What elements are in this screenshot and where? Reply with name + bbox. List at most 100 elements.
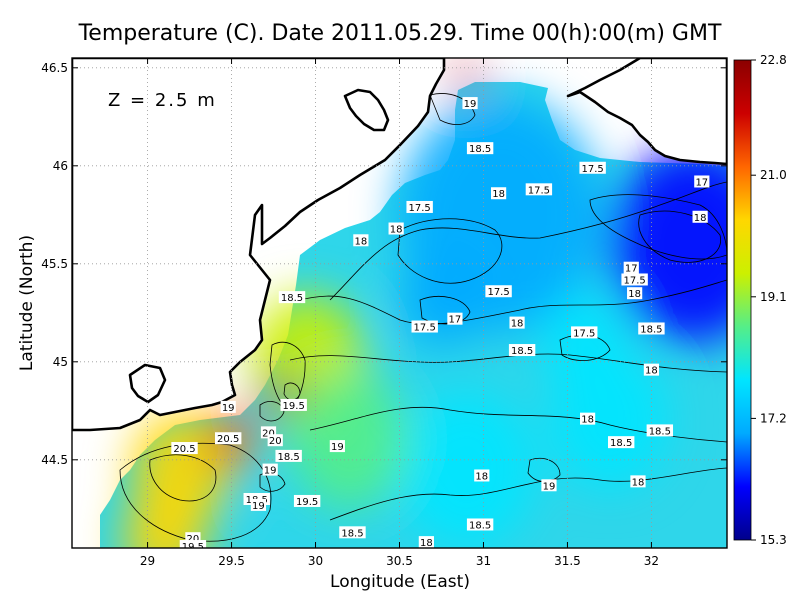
contour-label-text: 20.5: [217, 434, 239, 445]
x-tick-label: 31.5: [554, 554, 581, 568]
contour-label-bg: [490, 187, 507, 200]
contour-label: 18.5: [466, 142, 494, 155]
contour-label: 18: [490, 187, 507, 200]
contour-line: [149, 454, 217, 502]
contour-label-bg: [525, 183, 553, 196]
contour-label-text: 19: [331, 442, 344, 453]
contour-label-text: 19: [252, 501, 265, 512]
contour-label-text: 18: [492, 189, 505, 200]
contour-label-text: 19.5: [182, 542, 204, 553]
contour-label-text: 18: [420, 538, 433, 549]
contour-label-bg: [621, 273, 648, 286]
colorbar: 22.8 21.0 19.1 17.2 15.3: [733, 53, 787, 547]
contour-label-text: 18.5: [610, 438, 632, 449]
contour-label: 17.5: [571, 326, 598, 339]
contour-label-text: 18.5: [341, 528, 363, 539]
contour-line: [589, 194, 727, 260]
grid: [72, 58, 727, 548]
y-axis-ticks: 44.5 45 45.5 46 46.5: [41, 61, 727, 467]
contour-label-text: 17.5: [414, 323, 436, 334]
contour-label: 19: [220, 400, 236, 414]
contour-label: 18.5: [508, 344, 536, 357]
contour-label: 17.5: [579, 161, 606, 175]
contour-label: 17: [447, 312, 463, 326]
y-axis-label: Latitude (North): [17, 235, 37, 371]
contour-label: 17: [694, 175, 710, 188]
contour-label-bg: [466, 142, 494, 155]
colorbar-tick-label: 19.1: [760, 290, 787, 304]
contour-label-bg: [509, 316, 525, 329]
contour-label-bg: [278, 291, 306, 304]
contour-label-text: 18.5: [640, 324, 662, 335]
contour-label-text: 20.5: [173, 444, 195, 455]
land-mass: [72, 58, 446, 432]
contour-label: 18: [643, 363, 660, 377]
contour-label: 18: [630, 475, 646, 488]
contour-line: [397, 218, 503, 284]
contour-label-bg: [388, 222, 404, 235]
contour-label-bg: [694, 175, 710, 188]
contour-label: 18: [474, 469, 490, 482]
x-tick-label: 32: [644, 554, 659, 568]
x-tick-label: 31: [476, 554, 491, 568]
contour-label: 19: [329, 440, 345, 453]
contour-line: [259, 401, 285, 422]
contour-label: 19.5: [280, 398, 307, 412]
x-axis-ticks: 29 29.5 30 30.5 31 31.5 32: [140, 58, 659, 568]
contour-label-text: 18.5: [469, 520, 491, 531]
contour-label-bg: [179, 540, 207, 548]
contour-label-bg: [418, 536, 434, 548]
contour-label-bg: [250, 498, 267, 511]
contour-line: [299, 279, 727, 325]
contour-label-bg: [406, 200, 433, 213]
contour-label-bg: [623, 261, 639, 274]
colorbar-tick-label: 22.8: [760, 53, 787, 67]
contour-label-text: 17: [625, 264, 638, 275]
temperature-region: [550, 352, 669, 490]
contour-label: 18: [509, 316, 525, 330]
contour-label-text: 19.5: [296, 497, 318, 508]
contour-label: 19: [262, 463, 278, 477]
contour-label: 18: [692, 210, 708, 224]
x-tick-label: 29.5: [218, 554, 245, 568]
contour-label-text: 18.5: [278, 452, 300, 463]
contour-label-bg: [275, 449, 302, 462]
contour-label-bg: [638, 322, 665, 335]
temperature-region: [399, 250, 484, 349]
x-tick-label: 30: [308, 554, 323, 568]
contour-label-text: 18: [355, 236, 368, 247]
contour-line: [329, 181, 727, 301]
contour-label: 18: [353, 234, 369, 247]
contour-label-text: 18.5: [281, 293, 303, 304]
contour-label: 18.5: [466, 518, 494, 531]
contour-label-bg: [280, 398, 307, 411]
contour-label-bg: [630, 475, 646, 488]
contour-label-text: 19: [264, 466, 277, 477]
colorbar-tick-label: 21.0: [760, 168, 787, 182]
sea-temperature-field: [100, 61, 727, 548]
contour-label-text: 17.5: [487, 287, 509, 298]
contour-label: 19: [250, 498, 267, 512]
contour-label: 18.5: [607, 436, 635, 449]
contour-label-bg: [293, 494, 321, 507]
contour-label: 17.5: [485, 285, 512, 298]
contour-label-text: 17.5: [582, 164, 604, 175]
contour-label: 17.5: [406, 200, 433, 214]
contour-line: [329, 467, 727, 521]
contour-label: 19: [462, 97, 478, 110]
temperature-region: [290, 371, 408, 509]
contour-label: 18.5: [275, 449, 302, 463]
contour-label-bg: [607, 436, 635, 449]
contour-label-bg: [580, 412, 596, 425]
contour-label-text: 19: [543, 481, 556, 492]
contour-label-text: 20: [269, 436, 282, 447]
contour-label-text: 20: [262, 428, 275, 439]
contour-label-text: 18: [632, 477, 645, 488]
contour-label-text: 18: [581, 415, 594, 426]
y-tick-label: 46: [53, 159, 68, 173]
colorbar-tick-label: 15.3: [760, 533, 787, 547]
contour-label-text: 18: [628, 289, 641, 300]
contour-label: 18: [418, 536, 434, 549]
